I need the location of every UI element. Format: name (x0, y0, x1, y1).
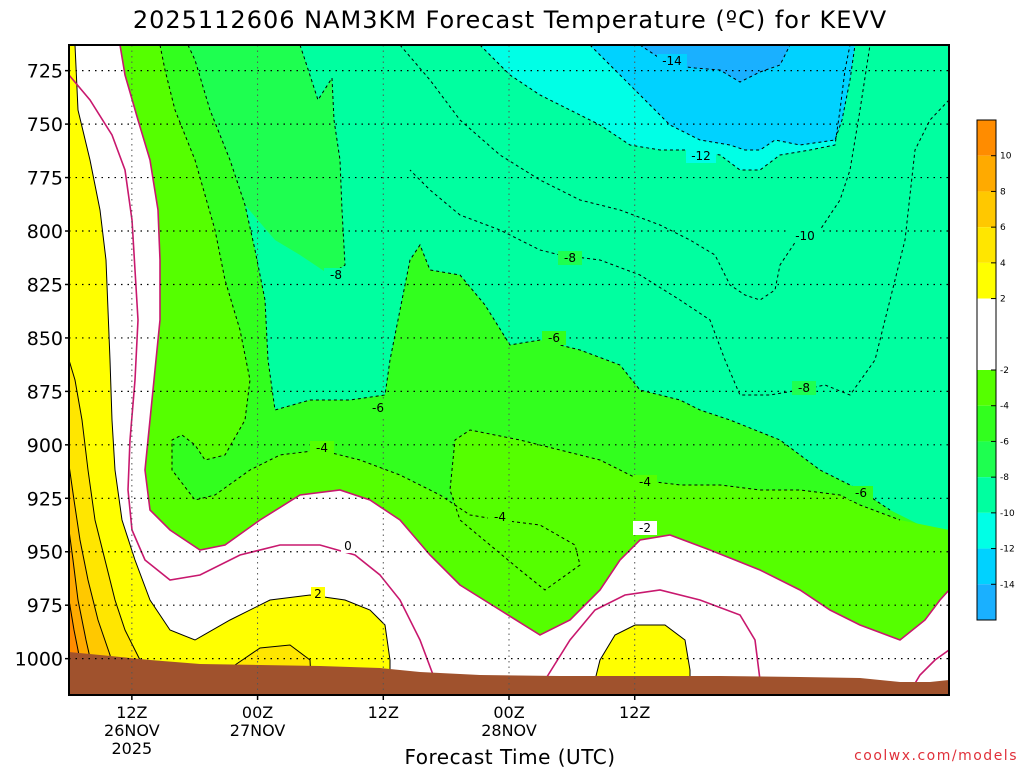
colorbar-tick-label: -8 (1000, 473, 1009, 483)
contour-label-minus10: -10 (795, 229, 815, 243)
band-minus2-to-2 (69, 45, 949, 695)
contour-label-bg (558, 251, 582, 265)
colorbar-swatch (977, 477, 996, 513)
contour-label-bg (633, 475, 657, 489)
contour-label-bg (366, 401, 390, 415)
colorbar-swatch (977, 155, 996, 192)
colorbar-swatch (977, 120, 996, 156)
pressure-tick-label: 975 (27, 595, 63, 617)
colorbar-swatch (977, 548, 996, 585)
pressure-tick-label: 825 (27, 274, 63, 296)
pressure-tick-label: 725 (27, 61, 63, 83)
colorbar-tick-label: -6 (1000, 437, 1009, 447)
contour-label-minus8: -8 (564, 251, 576, 265)
ground-surface (69, 652, 949, 695)
colorbar-tick-label: -14 (1000, 580, 1015, 590)
plot-area: -14 -12 -10 -8 -8 -8 -6 -6 -6 -4 -4 -4 -… (69, 45, 949, 695)
pressure-tick-label: 925 (27, 488, 63, 510)
contour-label-minus6: -6 (548, 331, 560, 345)
colorbar-swatch (977, 584, 996, 620)
contour-label-bg (324, 268, 348, 282)
pressure-tick-label: 750 (27, 114, 63, 136)
colorbar-swatch (977, 441, 996, 478)
time-tick-label: 00Z (242, 703, 273, 722)
contour-label-bg (542, 331, 566, 345)
pressure-tick-label: 950 (27, 542, 63, 564)
dashed-contours (159, 45, 949, 591)
contour-label-minus6: -6 (372, 401, 384, 415)
freezing-line-contour (119, 45, 949, 641)
contour-label-minus12: -12 (691, 149, 711, 163)
time-tick-label: 12Z (619, 703, 650, 722)
pressure-tick-label: 1000 (15, 649, 63, 671)
contour-label-bg (633, 521, 657, 535)
contour-label-minus2: -2 (639, 521, 651, 535)
colorbar-swatch (977, 298, 996, 370)
colorbar-tick-label: -12 (1000, 545, 1015, 555)
time-tick-label: 26NOV (104, 721, 160, 740)
contour-label-2: 2 (314, 587, 322, 601)
freezing-line-contour-2 (69, 74, 436, 681)
contour-label-minus4: -4 (494, 510, 506, 524)
time-tick-label: 00Z (493, 703, 524, 722)
colorbar-swatch (977, 227, 996, 263)
colorbar-tick-label: -4 (1000, 402, 1009, 412)
contour-label-bg (790, 229, 820, 243)
contour-label-0: 0 (344, 539, 352, 553)
contour-label-bg (792, 381, 816, 395)
contour-label-minus6: -6 (855, 486, 867, 500)
colorbar-swatch (977, 405, 996, 442)
colorbar-swatch (977, 262, 996, 299)
colorbar-tick-label: -10 (1000, 509, 1015, 519)
colorbar-tick-label: 10 (1000, 152, 1012, 162)
contour-label-bg (311, 587, 325, 601)
contour-label-bg (488, 510, 512, 524)
band-minus8-to-minus6 (69, 45, 345, 275)
pressure-tick-label: 900 (27, 435, 63, 457)
time-tick-label: 12Z (116, 703, 147, 722)
x-axis-label: Forecast Time (UTC) (404, 745, 615, 768)
contour-labels: -14 -12 -10 -8 -8 -8 -6 -6 -6 -4 -4 -4 -… (310, 54, 873, 601)
time-tick-label: 12Z (368, 703, 399, 722)
colorbar-tick-label: 2 (1000, 295, 1006, 305)
colorbar-tick-label: 4 (1000, 259, 1006, 269)
pressure-axis: 725 750 775 800 825 850 875 900 925 950 975 1000 (15, 61, 69, 671)
colorbar-legend: 10 8 6 4 2 -2 -4 -6 -8 -10 -12 -14 (976, 119, 1015, 621)
time-tick-label: 28NOV (481, 721, 537, 740)
colorbar-tick-label: 6 (1000, 223, 1006, 233)
contour-label-minus8: -8 (330, 268, 342, 282)
colorbar-swatch (977, 512, 996, 549)
colorbar-swatch (977, 191, 996, 228)
contour-label-minus14: -14 (662, 54, 682, 68)
colorbar-tick-label: -2 (1000, 366, 1009, 376)
band-minus12-to-minus14-main (590, 45, 855, 150)
contour-label-bg (657, 54, 687, 68)
time-tick-label: 27NOV (230, 721, 286, 740)
time-gridlines (131, 45, 636, 695)
pressure-tick-label: 800 (27, 221, 63, 243)
contour-label-minus4: -4 (639, 475, 651, 489)
pressure-tick-label: 850 (27, 328, 63, 350)
contour-label-minus4: -4 (316, 441, 328, 455)
pressure-tick-label: 875 (27, 381, 63, 403)
colorbar-swatch (977, 370, 996, 406)
contour-label-bg (310, 441, 334, 455)
contour-label-bg (849, 486, 873, 500)
chart-title: 2025112606 NAM3KM Forecast Temperature (… (133, 6, 887, 34)
contour-label-bg (686, 149, 716, 163)
colorbar-tick-label: 8 (1000, 187, 1006, 197)
time-tick-label: 2025 (111, 739, 152, 758)
contour-label-minus8: -8 (798, 381, 810, 395)
contour-label-bg (341, 539, 355, 553)
pressure-tick-label: 775 (27, 168, 63, 190)
freezing-line-contour-3 (544, 589, 761, 681)
credit-text: coolwx.com/models (854, 748, 1018, 764)
